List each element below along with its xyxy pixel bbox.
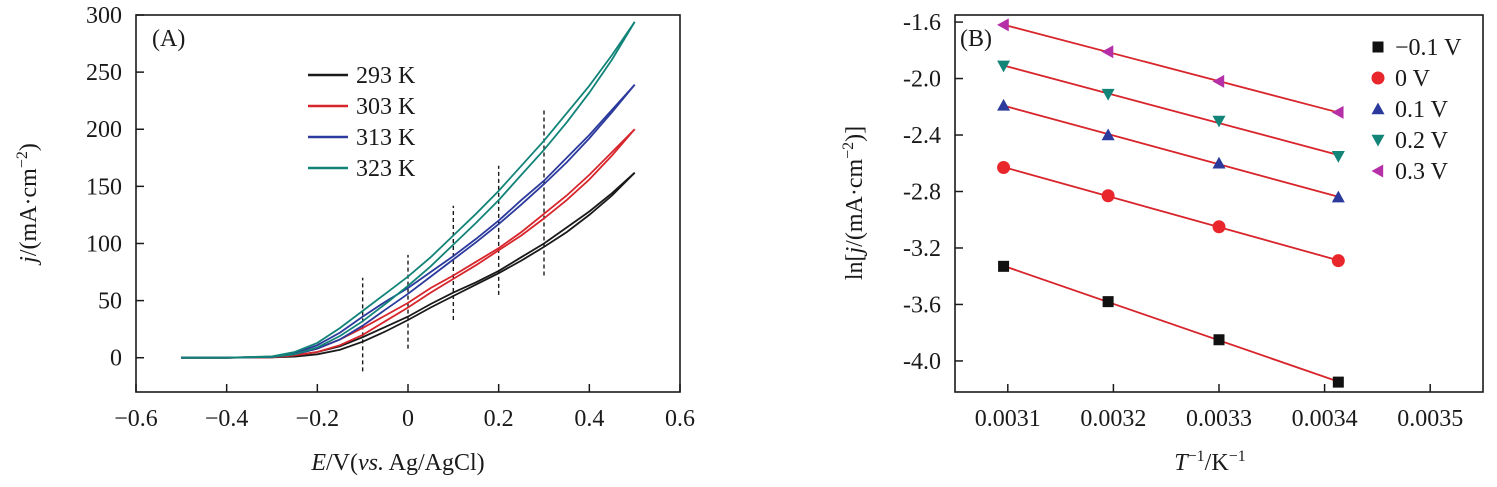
y-tick-label: -3.2 xyxy=(903,236,941,262)
series-line-303-k-return xyxy=(181,128,636,359)
y-tick-label: 0 xyxy=(110,346,122,372)
legend-marker xyxy=(1371,102,1385,115)
legend-label: 0.3 V xyxy=(1395,159,1449,185)
x-tick-label: 0 xyxy=(402,406,414,432)
data-point xyxy=(1212,74,1225,88)
data-point xyxy=(1331,190,1345,203)
data-point xyxy=(1101,88,1115,101)
data-point xyxy=(997,18,1009,32)
panel-b-x-axis-label: T−1/K−1 xyxy=(1174,448,1245,476)
panel-a-y-axis-label: j/(mA·cm−2) xyxy=(14,143,42,266)
legend-marker xyxy=(1371,71,1385,85)
y-tick-label: -3.6 xyxy=(903,292,941,318)
y-tick-label: 100 xyxy=(86,231,122,257)
series-line-323-k-return xyxy=(181,21,636,359)
panel-b-label: (B) xyxy=(960,26,992,52)
legend-label: 303 K xyxy=(356,94,416,120)
y-tick-label: -4.0 xyxy=(903,349,941,375)
data-point xyxy=(1213,334,1225,346)
x-tick-label: 0.0031 xyxy=(975,406,1041,432)
legend-label: 0 V xyxy=(1395,66,1431,92)
series-line-313-k-forward xyxy=(181,84,636,359)
x-tick-label: 0.0032 xyxy=(1080,406,1146,432)
fit-line xyxy=(1003,64,1339,156)
legend-label: −0.1 V xyxy=(1395,35,1462,61)
data-point xyxy=(1101,189,1115,203)
y-tick-label: 250 xyxy=(86,60,122,86)
x-tick-label: 0.6 xyxy=(665,406,695,432)
fit-line xyxy=(1003,23,1339,114)
legend-label: 0.2 V xyxy=(1395,128,1449,154)
data-point xyxy=(1331,254,1345,268)
legend-label: 0.1 V xyxy=(1395,97,1449,123)
y-tick-label: -1.6 xyxy=(903,10,941,36)
panel-b-y-axis-label: ln[j/(mA·cm−2)] xyxy=(840,126,868,280)
data-point xyxy=(997,160,1011,174)
y-tick-label: 50 xyxy=(98,289,122,315)
x-tick-label: 0.2 xyxy=(484,406,514,432)
fit-line xyxy=(1003,104,1339,198)
data-point xyxy=(1212,156,1226,169)
legend-label: 323 K xyxy=(356,156,416,182)
series-line-323-k-forward xyxy=(181,21,636,359)
legend-label: 313 K xyxy=(356,125,416,151)
data-point xyxy=(1101,128,1115,141)
y-tick-label: -2.0 xyxy=(903,67,941,93)
fit-line xyxy=(1003,265,1339,383)
legend-marker xyxy=(1371,134,1385,147)
x-tick-label: 0.0033 xyxy=(1186,406,1252,432)
y-tick-label: 150 xyxy=(86,174,122,200)
x-tick-label: 0.0035 xyxy=(1397,406,1463,432)
panel-a-label: (A) xyxy=(152,26,185,52)
data-point xyxy=(997,60,1011,73)
x-tick-label: −0.2 xyxy=(296,406,340,432)
data-point xyxy=(1102,296,1114,308)
y-tick-label: -2.8 xyxy=(903,179,941,205)
panel-b: 0.0031 0.0032 0.0033 0.0034 0.0035 -4.0 -3.6 -… xyxy=(840,10,1484,476)
y-tick-label: 200 xyxy=(86,117,122,143)
x-tick-label: 0.0034 xyxy=(1292,406,1358,432)
x-tick-label: −0.4 xyxy=(205,406,249,432)
panel-a-x-axis-label: E/V(vs. Ag/AgCl) xyxy=(310,450,484,476)
x-tick-label: −0.6 xyxy=(114,406,158,432)
panel-a: −0.6 −0.4 −0.2 0 0.2 0.4 0.6 0 50 100 150 200 250 30… xyxy=(14,3,695,476)
series-line-293-k-return xyxy=(181,172,636,359)
data-point xyxy=(1331,105,1344,119)
x-tick-label: 0.4 xyxy=(574,406,604,432)
legend-marker xyxy=(1372,41,1384,53)
data-point xyxy=(1212,115,1226,128)
data-point xyxy=(1332,376,1344,388)
y-tick-label: 300 xyxy=(86,3,122,29)
data-point xyxy=(1101,45,1114,59)
y-tick-label: -2.4 xyxy=(903,123,941,149)
fit-line xyxy=(1003,166,1339,262)
data-point xyxy=(997,98,1011,111)
legend-marker xyxy=(1371,164,1384,178)
data-point xyxy=(1212,220,1226,234)
legend-label: 293 K xyxy=(356,63,416,89)
data-point xyxy=(1331,150,1345,163)
data-point xyxy=(998,260,1010,272)
